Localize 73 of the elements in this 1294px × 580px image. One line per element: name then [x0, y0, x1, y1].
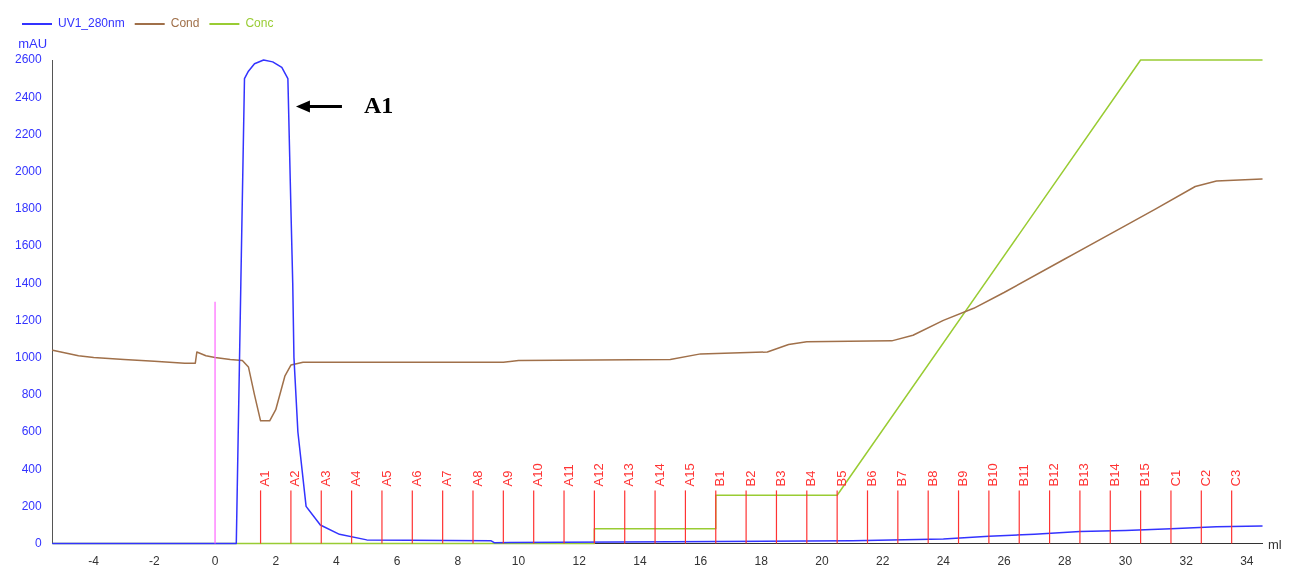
ref-line-label: B9: [955, 470, 971, 487]
y-tick-label: 0: [35, 535, 43, 550]
ref-line-label: B3: [773, 470, 789, 487]
x-tick-label: 10: [511, 554, 526, 569]
ref-line-label: A15: [682, 463, 697, 487]
x-tick-label: 24: [936, 554, 951, 569]
x-tick-label: 6: [393, 554, 401, 569]
legend-label: Conc: [245, 16, 274, 31]
y-tick-label: 800: [21, 387, 43, 402]
y-axis-title: mAU: [18, 36, 48, 51]
x-tick-label: 16: [693, 554, 708, 569]
ref-line-label: B8: [924, 470, 940, 487]
x-axis-title: ml: [1268, 536, 1282, 552]
ref-line-label: B12: [1046, 463, 1062, 487]
ref-line-label: B7: [894, 470, 910, 487]
ref-line-label: A13: [621, 463, 637, 487]
x-tick-label: -2: [149, 554, 161, 569]
ref-line-label: B15: [1137, 463, 1153, 487]
y-tick-label: 2000: [14, 163, 43, 178]
ref-line-label: A4: [348, 470, 364, 487]
ref-line-label: B11: [1015, 464, 1031, 487]
y-tick-label: 600: [21, 424, 43, 439]
ref-line-label: B1: [712, 470, 728, 487]
y-tick-label: 200: [21, 498, 43, 513]
y-tick-label: 1400: [14, 275, 43, 290]
ref-line-label: B4: [803, 470, 819, 487]
ref-line-label: A12: [590, 463, 606, 487]
x-tick-label: 26: [997, 554, 1012, 569]
ref-line-label: C3: [1228, 469, 1244, 487]
ref-line-label: B5: [833, 470, 849, 487]
legend-label: UV1_280nm: [58, 16, 125, 31]
x-tick-label: 0: [211, 554, 219, 569]
ref-line-label: A1: [257, 470, 273, 487]
y-tick-label: 2600: [14, 52, 43, 67]
x-tick-label: -4: [88, 554, 100, 569]
x-tick-label: 18: [754, 554, 769, 569]
ref-line-label: A5: [378, 470, 394, 487]
ref-line-label: C2: [1197, 469, 1213, 487]
x-tick-label: 4: [333, 554, 341, 569]
x-tick-label: 8: [454, 554, 462, 569]
ref-line-label: B2: [742, 470, 758, 487]
x-tick-label: 32: [1179, 554, 1194, 569]
ref-line-label: A11: [560, 464, 576, 487]
y-tick-label: 1800: [14, 201, 43, 216]
y-tick-label: 1200: [14, 312, 43, 327]
y-tick-label: 1600: [14, 238, 43, 253]
ref-line-label: A6: [408, 470, 424, 487]
ref-line-label: A7: [439, 470, 455, 487]
ref-line-label: A9: [499, 470, 515, 487]
ref-line-label: B6: [864, 470, 880, 487]
ref-line-label: A14: [651, 463, 667, 487]
x-tick-label: 34: [1240, 554, 1254, 569]
y-tick-label: 1000: [14, 349, 43, 364]
x-tick-label: 14: [633, 554, 647, 569]
x-tick-label: 2: [272, 554, 280, 569]
ref-line-label: B13: [1076, 463, 1092, 487]
ref-line-label: A2: [287, 470, 303, 487]
x-tick-label: 22: [875, 554, 890, 569]
ref-line-label: B10: [985, 463, 1001, 487]
y-tick-label: 2200: [14, 126, 43, 141]
x-tick-label: 30: [1118, 554, 1133, 569]
x-tick-label: 28: [1058, 554, 1072, 569]
x-tick-label: 12: [572, 554, 587, 569]
ref-line-label: A10: [530, 463, 546, 487]
ref-line-label: A8: [469, 470, 485, 487]
y-tick-label: 400: [21, 461, 43, 476]
x-tick-label: 20: [815, 554, 829, 569]
annotation: A1: [363, 91, 394, 118]
legend-label: Cond: [170, 16, 200, 31]
ref-line-label: B14: [1106, 463, 1122, 487]
y-tick-label: 2400: [14, 89, 43, 104]
ref-line-label: A3: [317, 470, 333, 487]
ref-line-label: C1: [1167, 469, 1183, 487]
